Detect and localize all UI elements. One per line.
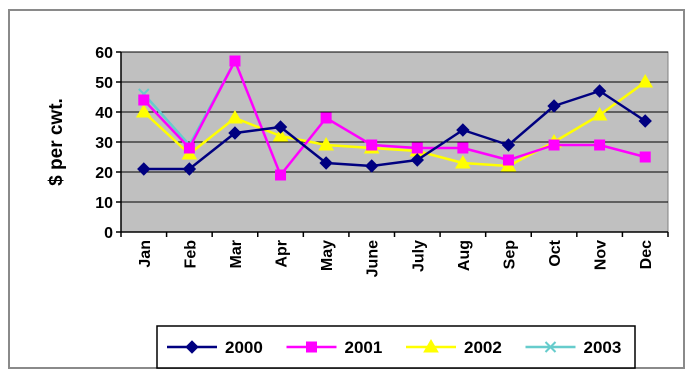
legend-label-2000: 2000 bbox=[225, 338, 263, 357]
point-2000-feb bbox=[182, 162, 197, 176]
point-2002-nov bbox=[591, 107, 608, 121]
point-2002-apr bbox=[272, 128, 289, 142]
point-2001-sep bbox=[502, 154, 514, 166]
legend-entry-2002: 2002 bbox=[406, 338, 502, 357]
series-line-2001 bbox=[142, 59, 646, 177]
point-2002-jan bbox=[135, 104, 152, 118]
point-2000-mar bbox=[228, 126, 242, 140]
legend-marker-2003-b bbox=[544, 341, 557, 353]
x-tick-label-apr: Apr bbox=[274, 240, 291, 268]
series-2000 bbox=[137, 84, 652, 176]
point-2000-apr bbox=[273, 120, 288, 134]
x-tick-label-oct: Oct bbox=[547, 239, 564, 266]
legend-marker-2000 bbox=[185, 340, 199, 354]
point-2001-may bbox=[320, 112, 332, 124]
legend-label-2001: 2001 bbox=[345, 338, 383, 357]
series bbox=[135, 55, 654, 181]
y-tick-label-10: 10 bbox=[95, 195, 113, 212]
point-2001-june bbox=[366, 139, 378, 151]
x-tick-label-jan: Jan bbox=[137, 240, 154, 268]
point-2000-aug bbox=[456, 123, 470, 137]
x-tick-label-nov: Nov bbox=[593, 240, 610, 270]
point-2001-apr bbox=[275, 169, 287, 181]
y-tick-label-0: 0 bbox=[104, 225, 113, 242]
legend-entry-2000: 2000 bbox=[167, 338, 263, 357]
y-tick-label-20: 20 bbox=[95, 165, 113, 182]
point-2000-june bbox=[365, 159, 379, 173]
y-tick-label-30: 30 bbox=[95, 135, 113, 152]
legend-label-2002: 2002 bbox=[464, 338, 502, 357]
x-tick-label-feb: Feb bbox=[182, 240, 199, 269]
x-tick-label-july: July bbox=[410, 240, 427, 272]
x-tick-label-june: June bbox=[365, 240, 382, 277]
series-line-2000 bbox=[143, 89, 646, 171]
x-tick-label-dec: Dec bbox=[638, 240, 655, 269]
x-tick-label-may: May bbox=[319, 240, 336, 271]
x-tick-label-aug: Aug bbox=[456, 240, 473, 271]
legend-marker-2001 bbox=[306, 341, 317, 353]
series-2001 bbox=[138, 55, 651, 181]
y-tick-label-60: 60 bbox=[95, 45, 113, 62]
x-tick-label-sep: Sep bbox=[501, 240, 518, 270]
tick-labels: 0 10 20 30 40 50 60 Jan Feb Mar Apr May June July Aug S… bbox=[95, 45, 655, 277]
legend-entry-2001: 2001 bbox=[286, 338, 383, 357]
point-2001-jan bbox=[138, 94, 150, 106]
legend-marker-2002 bbox=[423, 339, 439, 353]
point-2002-may bbox=[318, 137, 334, 151]
point-2000-dec bbox=[638, 114, 652, 128]
series-line-2002 bbox=[142, 80, 646, 168]
y-tick-label-50: 50 bbox=[95, 75, 113, 92]
point-2001-july bbox=[411, 142, 423, 154]
point-2002-dec bbox=[637, 74, 654, 88]
point-2000-jan bbox=[137, 162, 151, 176]
legend: 2000 2001 2002 2003 bbox=[156, 325, 636, 369]
y-tick-label-40: 40 bbox=[95, 105, 113, 122]
point-2002-aug bbox=[455, 155, 471, 169]
legend-box bbox=[156, 325, 636, 369]
y-axis-title: $ per cwt. bbox=[46, 98, 67, 186]
point-2002-mar bbox=[227, 110, 243, 124]
point-2001-mar bbox=[229, 55, 241, 67]
point-2001-dec bbox=[639, 151, 651, 163]
point-2000-may bbox=[319, 156, 333, 170]
point-2001-feb bbox=[183, 142, 195, 154]
legend-entry-2003: 2003 bbox=[525, 338, 622, 357]
gridlines bbox=[121, 51, 668, 203]
x-tick-label-mar: Mar bbox=[228, 240, 245, 268]
point-2000-oct bbox=[547, 99, 561, 113]
legend-label-2003: 2003 bbox=[584, 338, 622, 357]
point-2001-oct bbox=[548, 139, 560, 151]
point-2001-aug bbox=[457, 142, 469, 154]
point-2001-nov bbox=[594, 139, 606, 151]
point-2000-july bbox=[410, 153, 424, 167]
point-2000-sep bbox=[501, 138, 516, 152]
point-2000-nov bbox=[592, 84, 607, 98]
